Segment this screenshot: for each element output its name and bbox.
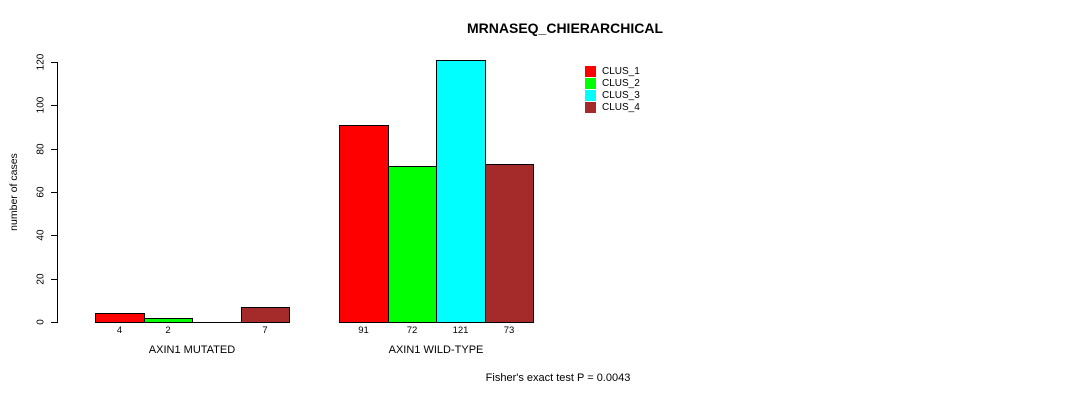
legend-item-clus_3: CLUS_3 xyxy=(585,89,640,101)
y-tick-mark xyxy=(51,62,57,63)
bar-clus_1 xyxy=(339,125,389,323)
y-tick-mark xyxy=(51,192,57,193)
bar-value-label: 4 xyxy=(116,325,123,336)
legend-item-clus_4: CLUS_4 xyxy=(585,101,640,113)
y-axis-title: number of cases xyxy=(8,153,20,231)
bar-clus_2 xyxy=(144,318,193,323)
y-tick-mark xyxy=(51,322,57,323)
y-tick-label: 120 xyxy=(35,53,47,71)
group-label: AXIN1 WILD-TYPE xyxy=(388,344,484,356)
y-axis-line xyxy=(57,62,58,323)
y-tick-label: 100 xyxy=(35,96,47,114)
chart-title: MRNASEQ_CHIERARCHICAL xyxy=(466,20,664,36)
bar-clus_4 xyxy=(485,164,534,323)
legend-item-clus_2: CLUS_2 xyxy=(585,77,640,89)
legend-swatch-clus_4 xyxy=(585,101,596,113)
bar-clus_4 xyxy=(241,307,290,323)
legend-label: CLUS_3 xyxy=(602,89,640,101)
y-tick-mark xyxy=(51,235,57,237)
bar-clus_2 xyxy=(388,166,437,323)
legend-label: CLUS_1 xyxy=(602,65,640,77)
bar-value-label: 121 xyxy=(452,325,469,336)
legend-item-clus_1: CLUS_1 xyxy=(585,65,640,77)
y-tick-label: 80 xyxy=(35,143,47,155)
y-tick-label: 40 xyxy=(35,229,47,241)
legend-swatch-clus_1 xyxy=(585,65,596,77)
y-tick-label: 20 xyxy=(35,273,47,285)
legend-swatch-clus_2 xyxy=(585,77,596,89)
legend-label: CLUS_2 xyxy=(602,77,640,89)
bar-clus_1 xyxy=(95,313,145,323)
bar-value-label: 2 xyxy=(165,325,171,336)
bar-clus_3 xyxy=(436,60,486,323)
bar-value-label: 73 xyxy=(503,325,515,336)
annotation-fisher-test: Fisher's exact test P = 0.0043 xyxy=(485,372,631,384)
bar-value-label: 72 xyxy=(406,325,418,336)
y-tick-mark xyxy=(51,148,57,150)
y-tick-mark xyxy=(51,105,57,107)
y-tick-label: 0 xyxy=(35,319,47,325)
bar-value-label: 7 xyxy=(262,325,268,336)
legend-swatch-clus_3 xyxy=(585,89,596,101)
bar-value-label: 91 xyxy=(358,325,369,336)
y-tick-mark xyxy=(51,278,57,280)
y-tick-label: 60 xyxy=(35,186,47,198)
group-label: AXIN1 MUTATED xyxy=(148,344,236,356)
legend: CLUS_1 CLUS_2 CLUS_3 CLUS_4 xyxy=(585,65,640,113)
legend-label: CLUS_4 xyxy=(602,101,640,113)
